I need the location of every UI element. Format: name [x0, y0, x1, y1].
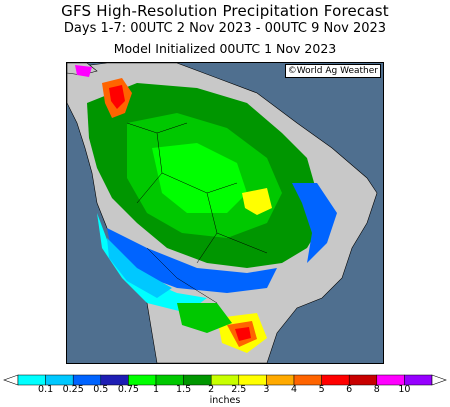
- scale-swatch: [348, 374, 378, 386]
- precip-lime: [152, 143, 247, 213]
- precip-yellow-1: [242, 188, 272, 215]
- credit-label: ©World Ag Weather: [284, 64, 381, 78]
- scale-tick-label: 6: [346, 384, 353, 395]
- model-init-time: Model Initialized 00UTC 1 Nov 2023: [113, 41, 337, 56]
- country-borders: [126, 122, 268, 304]
- scale-over-arrow: [431, 374, 447, 386]
- precip-south-green: [177, 303, 232, 333]
- scale-under-arrow: [3, 374, 19, 386]
- precip-magenta-nw: [75, 65, 92, 77]
- scale-tick-label: 1: [152, 384, 160, 395]
- map-title: GFS High-Resolution Precipitation Foreca…: [61, 2, 389, 20]
- precipitation-map: ©World Ag Weather: [66, 62, 384, 364]
- units-label: inches: [209, 395, 241, 406]
- forecast-period: Days 1-7: 00UTC 2 Nov 2023 - 00UTC 9 Nov…: [63, 21, 387, 36]
- precip-east-blue: [292, 183, 337, 263]
- scale-tick-label: 8: [373, 384, 380, 395]
- scale-tick-label: 3: [263, 384, 270, 395]
- precip-extreme-nw: [109, 85, 125, 109]
- scale-tick-label: 5: [318, 384, 325, 395]
- scale-tick-label: 0.25: [62, 384, 84, 395]
- scale-tick-label: 2.5: [231, 384, 247, 395]
- scale-swatch: [293, 374, 322, 386]
- color-scale-bar: [3, 374, 447, 386]
- scale-tick-label: 2: [208, 384, 215, 395]
- scale-tick-label: 0.5: [93, 384, 109, 395]
- scale-tick-label: 1.5: [176, 384, 192, 395]
- scale-swatch: [321, 374, 350, 386]
- scale-tick-label: 0.1: [38, 384, 54, 395]
- scale-tick-label: 4: [290, 384, 298, 395]
- scale-swatch: [266, 374, 295, 386]
- scale-tick-label: 10: [398, 384, 411, 395]
- map-svg: [67, 63, 383, 363]
- scale-tick-label: 0.75: [117, 384, 139, 395]
- precip-red-s: [235, 327, 251, 341]
- precip-lightblue: [107, 238, 172, 298]
